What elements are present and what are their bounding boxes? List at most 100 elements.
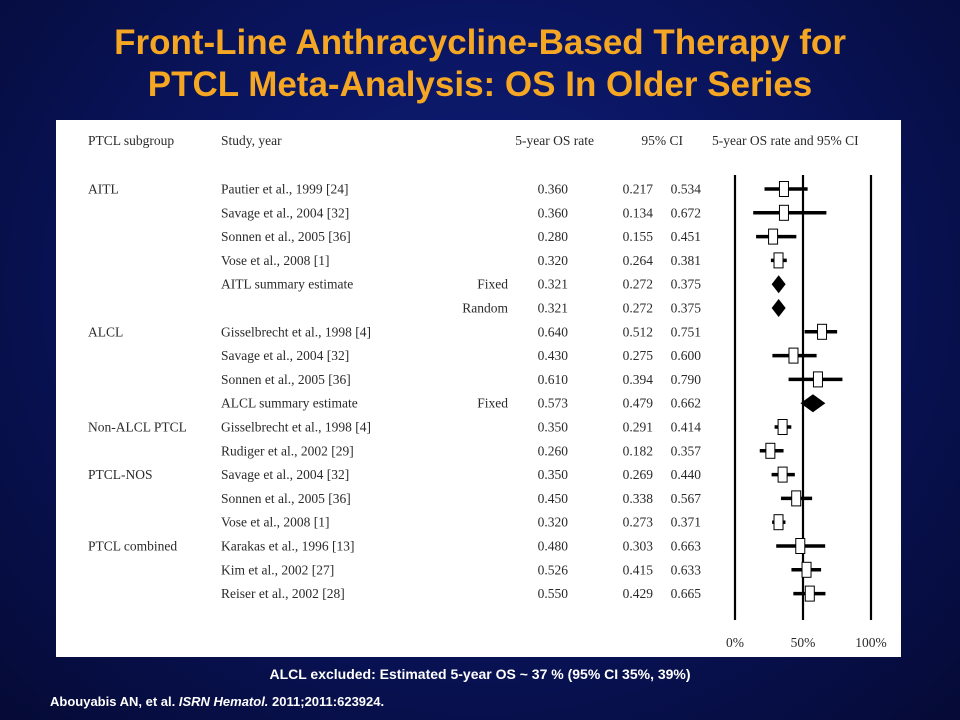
ci-upper-value: 0.790 [671, 372, 702, 387]
point-estimate-box [801, 561, 812, 578]
ci-lower-value: 0.275 [623, 348, 654, 363]
ci-upper-value: 0.451 [671, 229, 701, 244]
os-rate-value: 0.320 [538, 515, 569, 530]
ci-lower-value: 0.303 [623, 539, 654, 554]
ci-lower-value: 0.338 [623, 491, 654, 506]
study-label: Savage et al., 2004 [32] [221, 467, 349, 482]
os-rate-value: 0.610 [538, 372, 569, 387]
subgroup-label: PTCL combined [88, 539, 177, 554]
study-label: Sonnen et al., 2005 [36] [221, 491, 351, 506]
point-estimate-box [812, 371, 823, 388]
study-label: Savage et al., 2004 [32] [221, 205, 349, 220]
model-label: Random [462, 301, 508, 316]
ci-lower-value: 0.269 [623, 467, 654, 482]
study-label: Pautier et al., 1999 [24] [221, 182, 348, 197]
ci-lower-value: 0.272 [623, 277, 653, 292]
study-label: AITL summary estimate [221, 277, 353, 292]
point-estimate-box [804, 585, 815, 602]
point-estimate-box [773, 514, 784, 531]
ci-upper-value: 0.414 [671, 420, 702, 435]
os-rate-value: 0.573 [538, 396, 569, 411]
ci-upper-value: 0.357 [671, 443, 702, 458]
os-rate-value: 0.320 [538, 253, 569, 268]
os-rate-value: 0.526 [538, 562, 569, 577]
subgroup-label: ALCL [88, 324, 123, 339]
os-rate-value: 0.350 [538, 467, 569, 482]
ci-lower-value: 0.134 [623, 205, 654, 220]
ci-lower-value: 0.512 [623, 324, 653, 339]
summary-diamond [771, 275, 786, 294]
study-label: Vose et al., 2008 [1] [221, 253, 329, 268]
axis-tick-label: 50% [791, 635, 816, 650]
study-label: Karakas et al., 1996 [13] [221, 539, 354, 554]
point-estimate-box [765, 442, 776, 459]
os-rate-value: 0.321 [538, 301, 568, 316]
os-rate-value: 0.321 [538, 277, 568, 292]
ci-upper-value: 0.600 [671, 348, 702, 363]
study-label: Savage et al., 2004 [32] [221, 348, 349, 363]
ci-upper-value: 0.751 [671, 324, 701, 339]
model-label: Fixed [477, 277, 508, 292]
ci-upper-value: 0.633 [671, 562, 702, 577]
study-label: Reiser et al., 2002 [28] [221, 586, 345, 601]
forest-plot: PTCL subgroup Study, year 5-year OS rate… [88, 133, 887, 650]
header-study: Study, year [221, 133, 282, 148]
point-estimate-box [768, 228, 779, 245]
ci-lower-value: 0.415 [623, 562, 654, 577]
os-rate-value: 0.350 [538, 420, 569, 435]
ci-lower-value: 0.182 [623, 443, 653, 458]
citation-authors: Abouyabis AN, et al. [50, 694, 176, 709]
point-estimate-box [778, 181, 789, 197]
point-estimate-box [817, 323, 828, 340]
ci-lower-value: 0.291 [623, 420, 653, 435]
ci-upper-value: 0.375 [671, 277, 702, 292]
axis-tick-label: 0% [726, 635, 744, 650]
subgroup-label: Non-ALCL PTCL [88, 420, 187, 435]
study-label: Sonnen et al., 2005 [36] [221, 229, 351, 244]
forest-plot-panel: PTCL subgroup Study, year 5-year OS rate… [56, 120, 901, 657]
citation: Abouyabis AN, et al. ISRN Hematol. 2011;… [50, 694, 384, 709]
ci-lower-value: 0.264 [623, 253, 654, 268]
subgroup-label: PTCL-NOS [88, 467, 153, 482]
point-estimate-box [788, 347, 799, 364]
ci-upper-value: 0.672 [671, 205, 701, 220]
axis-tick-label: 100% [855, 635, 887, 650]
os-rate-value: 0.360 [538, 182, 569, 197]
os-rate-value: 0.550 [538, 586, 569, 601]
model-label: Fixed [477, 396, 508, 411]
point-estimate-box [777, 466, 788, 483]
subgroup-label: AITL [88, 182, 119, 197]
title-line-1: Front-Line Anthracycline-Based Therapy f… [114, 23, 846, 62]
ci-lower-value: 0.272 [623, 301, 653, 316]
study-label: ALCL summary estimate [221, 396, 358, 411]
os-rate-value: 0.480 [538, 539, 569, 554]
header-subgroup: PTCL subgroup [88, 133, 174, 148]
ci-lower-value: 0.429 [623, 586, 654, 601]
ci-lower-value: 0.394 [623, 372, 654, 387]
header-ci: 95% CI [641, 133, 683, 148]
point-estimate-box [778, 204, 789, 221]
summary-diamond [800, 394, 826, 413]
study-label: Kim et al., 2002 [27] [221, 562, 334, 577]
point-estimate-box [795, 538, 806, 554]
ci-upper-value: 0.665 [671, 586, 702, 601]
study-label: Rudiger et al., 2002 [29] [221, 443, 354, 458]
footnote: ALCL excluded: Estimated 5-year OS ~ 37 … [269, 666, 691, 682]
ci-upper-value: 0.375 [671, 301, 702, 316]
citation-journal: ISRN Hematol. [178, 694, 269, 709]
study-label: Gisselbrecht et al., 1998 [4] [221, 420, 371, 435]
header-plot: 5-year OS rate and 95% CI [712, 133, 859, 148]
os-rate-value: 0.640 [538, 324, 569, 339]
ci-upper-value: 0.440 [671, 467, 702, 482]
ci-upper-value: 0.381 [671, 253, 701, 268]
ci-lower-value: 0.217 [623, 182, 654, 197]
summary-diamond [771, 299, 786, 317]
ci-upper-value: 0.663 [671, 539, 702, 554]
ci-upper-value: 0.371 [671, 515, 701, 530]
ci-lower-value: 0.273 [623, 515, 654, 530]
point-estimate-box [773, 252, 784, 269]
ci-upper-value: 0.662 [671, 396, 701, 411]
ci-lower-value: 0.155 [623, 229, 654, 244]
slide-title: Front-Line Anthracycline-Based Therapy f… [0, 22, 960, 106]
os-rate-value: 0.260 [538, 443, 569, 458]
